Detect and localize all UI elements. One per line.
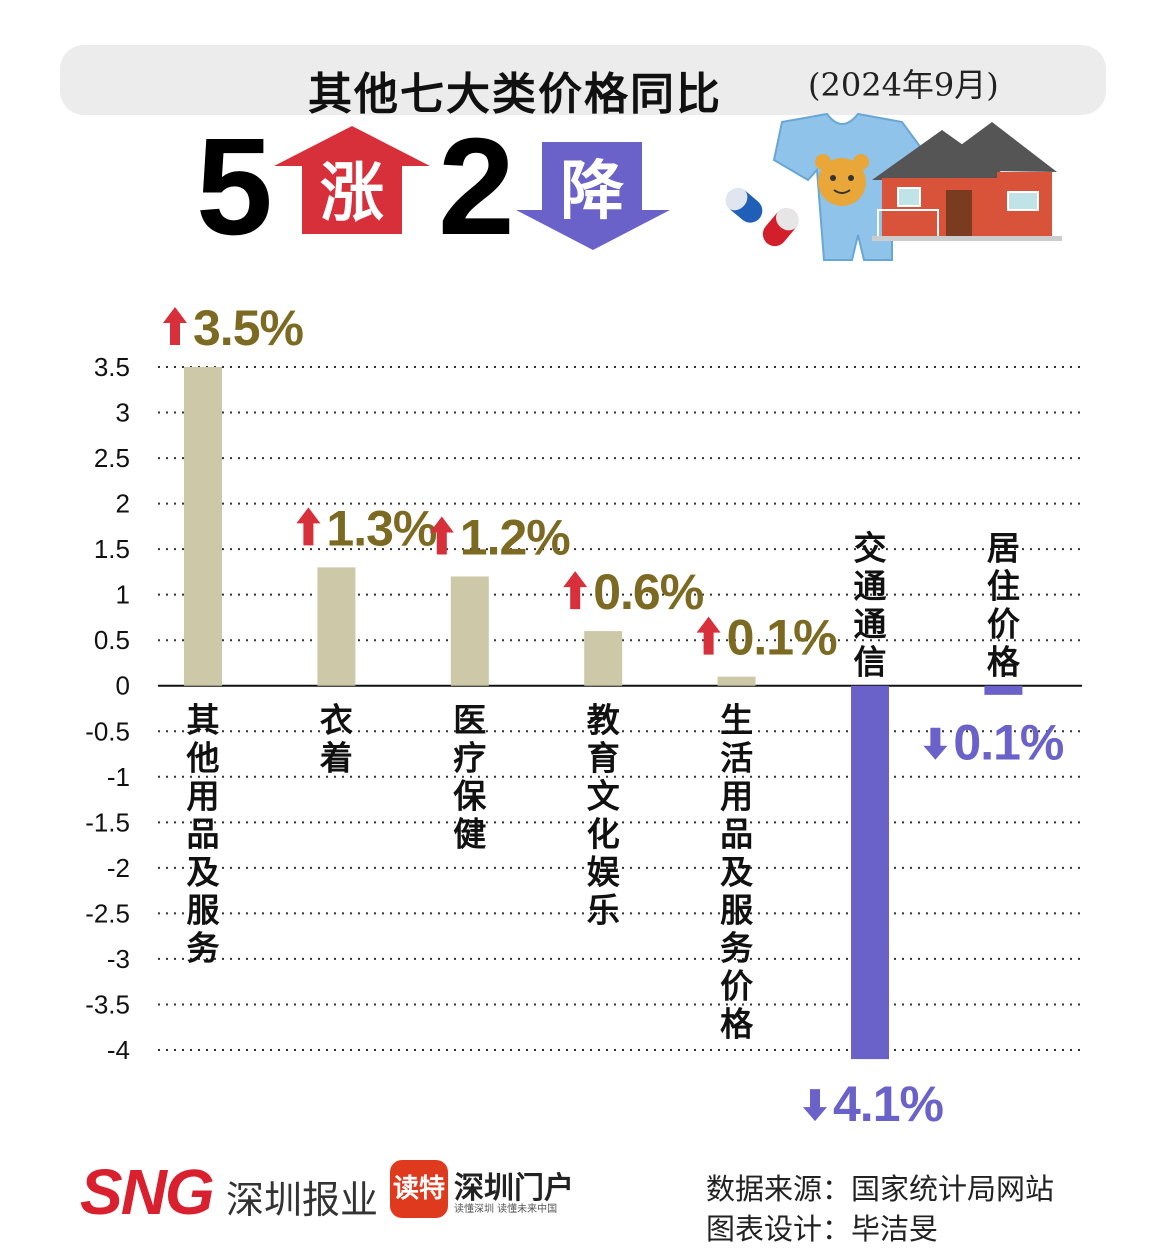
category-label-5: 生活用品及服务价格 bbox=[720, 701, 754, 1044]
up-arrow-icon bbox=[429, 516, 454, 555]
bar-5 bbox=[717, 676, 756, 686]
y-tick-label: -1 bbox=[107, 762, 130, 792]
y-tick-label: -3 bbox=[107, 944, 130, 974]
y-tick-label: -2 bbox=[107, 853, 130, 883]
category-label-1: 其他用品及服务 bbox=[186, 701, 220, 968]
category-label-2: 衣着 bbox=[320, 701, 353, 778]
data-label-2: 1.3% bbox=[326, 500, 437, 556]
y-tick-label: 1.5 bbox=[94, 534, 130, 564]
bar-6 bbox=[851, 685, 889, 1060]
dute-logo: 读特 bbox=[390, 1160, 448, 1218]
sng-logo-text: SNG bbox=[80, 1156, 215, 1228]
data-label-1: 3.5% bbox=[193, 300, 304, 356]
page-title: 其他七大类价格同比 bbox=[308, 69, 722, 120]
data-label-7: 0.1% bbox=[953, 715, 1064, 771]
up-count: 5 bbox=[196, 110, 273, 264]
y-tick-label: 3 bbox=[116, 398, 130, 428]
data-label-3: 1.2% bbox=[460, 509, 571, 565]
y-tick-label: -1.5 bbox=[85, 807, 130, 837]
y-tick-label: 1 bbox=[116, 580, 130, 610]
down-arrow-icon bbox=[516, 142, 670, 250]
y-tick-label: -0.5 bbox=[85, 716, 130, 746]
pill-icon bbox=[725, 187, 799, 247]
category-label-3: 医疗保健 bbox=[453, 701, 487, 854]
y-tick-label: -3.5 bbox=[85, 989, 130, 1019]
category-label-7: 居住价格 bbox=[987, 529, 1021, 682]
y-tick-label: 0 bbox=[116, 671, 130, 701]
bar-7 bbox=[984, 685, 1023, 695]
category-label-4: 教育文化娱乐 bbox=[587, 701, 620, 930]
down-label: 降 bbox=[560, 155, 624, 229]
up-arrow-icon bbox=[274, 126, 430, 234]
y-tick-label: 2.5 bbox=[94, 443, 130, 473]
data-label-4: 0.6% bbox=[593, 564, 704, 620]
y-tick-label: -2.5 bbox=[85, 898, 130, 928]
bar-4 bbox=[584, 631, 623, 686]
illustration-group bbox=[725, 112, 1062, 261]
header-band bbox=[60, 45, 1106, 115]
portal-logo: 深圳门户 bbox=[454, 1171, 574, 1206]
y-tick-label: -4 bbox=[107, 1035, 130, 1065]
sng-logo-cn: 深圳报业 bbox=[226, 1180, 379, 1222]
house-icon bbox=[872, 122, 1062, 241]
bar-2 bbox=[317, 567, 356, 686]
bar-3 bbox=[450, 576, 489, 686]
down-arrow-icon bbox=[803, 1089, 827, 1122]
category-label-6: 交通通信 bbox=[854, 529, 887, 682]
up-arrow-icon bbox=[163, 307, 187, 345]
up-arrow-icon bbox=[563, 571, 588, 610]
data-source: 数据来源：国家统计局网站 bbox=[706, 1172, 1055, 1206]
chart-designer: 图表设计：毕洁旻 bbox=[706, 1212, 939, 1246]
y-tick-label: 2 bbox=[116, 489, 130, 519]
up-arrow-icon bbox=[696, 616, 721, 655]
up-label: 涨 bbox=[320, 157, 384, 231]
portal-logo-sub: 读懂深圳 读懂未来中国 bbox=[454, 1204, 558, 1215]
y-tick-label: 0.5 bbox=[94, 625, 130, 655]
bar-1 bbox=[184, 367, 222, 686]
y-tick-label: 3.5 bbox=[94, 352, 130, 382]
down-count: 2 bbox=[438, 110, 515, 264]
data-label-6: 4.1% bbox=[833, 1076, 944, 1132]
page-subtitle: (2024年9月) bbox=[808, 66, 999, 104]
down-arrow-icon bbox=[923, 727, 948, 760]
up-arrow-icon bbox=[296, 507, 321, 546]
data-label-5: 0.1% bbox=[727, 610, 838, 666]
